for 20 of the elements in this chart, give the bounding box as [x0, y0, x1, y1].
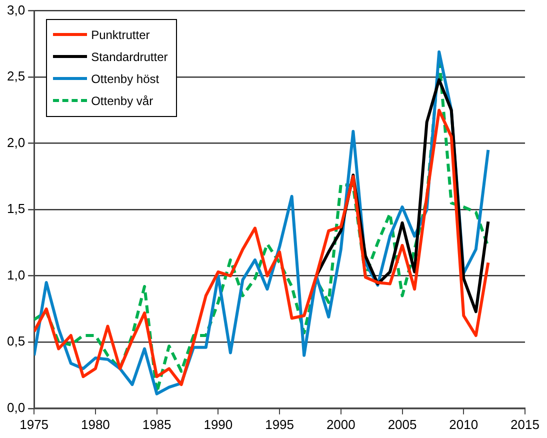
x-tick-label: 1975 [20, 416, 49, 432]
x-tick-label: 2000 [326, 416, 356, 432]
x-tick-label: 2010 [449, 416, 478, 432]
y-tick-label: 0,0 [6, 400, 26, 415]
x-tick-label: 1985 [142, 416, 172, 432]
legend-label: Ottenby vår [91, 94, 154, 108]
y-tick-label: 3,0 [6, 2, 26, 18]
y-tick-label: 0,5 [6, 334, 26, 349]
y-tick-label: 1,0 [6, 267, 26, 282]
x-tick-label: 2015 [510, 416, 540, 432]
legend-label: Ottenby höst [91, 72, 160, 86]
y-tick-label: 2,0 [6, 134, 26, 150]
y-tick-label: 1,5 [6, 201, 26, 216]
legend-label: Standardrutter [91, 50, 168, 64]
x-tick-label: 2005 [388, 416, 417, 432]
y-tick-label: 2,5 [6, 68, 26, 84]
x-tick-label: 1990 [204, 416, 233, 432]
x-tick-label: 1995 [265, 416, 294, 432]
legend-label: Punktrutter [91, 28, 150, 42]
x-tick-label: 1980 [80, 416, 110, 432]
